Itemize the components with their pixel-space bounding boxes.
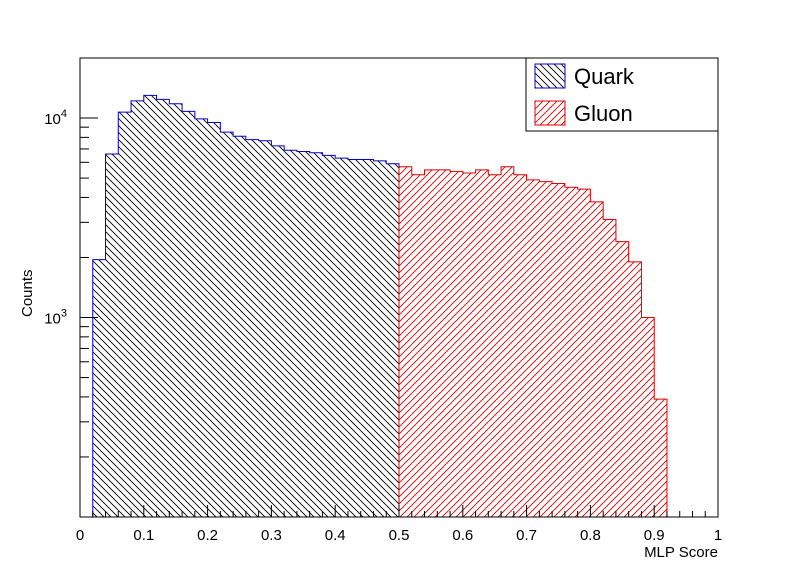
bar-quark-14 [271,145,285,518]
bar-gluon-5 [462,173,476,518]
bar-quark-21 [360,159,374,518]
bar-gluon-16 [603,219,616,517]
legend: Quark Gluon [525,57,719,132]
bar-gluon-14 [577,189,591,517]
bar-gluon-13 [564,187,578,517]
series-quark [92,94,400,518]
bar-quark-0 [92,259,106,517]
y-tick-label: 104 [44,108,67,128]
bar-quark-17 [309,152,323,517]
legend-label-gluon: Gluon [574,101,633,126]
bar-quark-20 [347,159,361,518]
x-tick-label: 0.2 [197,527,218,544]
bar-gluon-9 [513,174,527,517]
x-tick-label: 0.7 [516,527,537,544]
bar-gluon-2 [424,169,438,518]
bar-quark-4 [143,95,157,517]
x-tick-label: 0.9 [644,527,665,544]
bar-quark-16 [296,151,310,517]
y-axis-label: Counts [19,269,36,317]
bar-gluon-6 [475,169,489,518]
x-tick-label: 0.3 [261,527,282,544]
legend-swatch-quark [534,63,566,89]
bar-gluon-8 [501,166,514,517]
bar-quark-7 [182,111,195,518]
x-tick-label: 0.1 [133,527,154,544]
bar-quark-23 [386,163,399,517]
bar-quark-12 [245,139,259,517]
bar-gluon-11 [539,181,553,517]
bar-gluon-20 [654,399,667,517]
bar-gluon-4 [450,171,463,518]
bar-quark-3 [131,100,144,517]
bar-gluon-10 [526,179,540,518]
bar-quark-1 [105,154,119,517]
outline-gluon [398,166,668,517]
bar-quark-8 [194,118,208,518]
bar-gluon-17 [615,241,629,517]
y-tick-label: 103 [44,308,67,328]
bar-gluon-18 [628,261,642,517]
outline-quark [92,94,400,517]
bar-quark-22 [373,160,387,517]
x-tick-label: 0.8 [580,527,601,544]
bar-gluon-3 [437,169,451,518]
bar-gluon-0 [399,166,412,517]
series-gluon [398,166,668,518]
histogram-bars-layer [92,94,668,518]
bar-quark-13 [258,140,272,517]
bar-gluon-15 [590,201,604,517]
bar-quark-6 [169,103,183,517]
legend-swatch-gluon [534,100,566,126]
bar-quark-15 [284,150,297,517]
x-axis-label: MLP Score [644,544,718,561]
bar-quark-9 [207,122,221,518]
bar-gluon-1 [411,174,425,517]
legend-label-quark: Quark [574,64,635,89]
bar-quark-18 [322,155,336,517]
bar-quark-10 [220,132,234,517]
x-tick-label: 1 [714,527,722,544]
bar-gluon-19 [641,317,655,517]
x-tick-label: 0.4 [325,527,346,544]
bar-quark-2 [118,112,132,518]
x-tick-label: 0.5 [389,527,410,544]
bar-gluon-7 [488,174,502,517]
y-axis-ticks: 103 104 [44,57,98,518]
bar-gluon-12 [552,183,565,518]
bar-quark-19 [335,158,348,517]
bar-quark-5 [156,99,170,518]
x-axis-ticks: 0 0.1 0.2 0.3 0.4 0.5 0.6 0.7 0.8 0.9 1 [76,505,722,544]
x-tick-label: 0 [76,527,84,544]
bar-quark-11 [233,136,246,517]
x-tick-label: 0.6 [452,527,473,544]
